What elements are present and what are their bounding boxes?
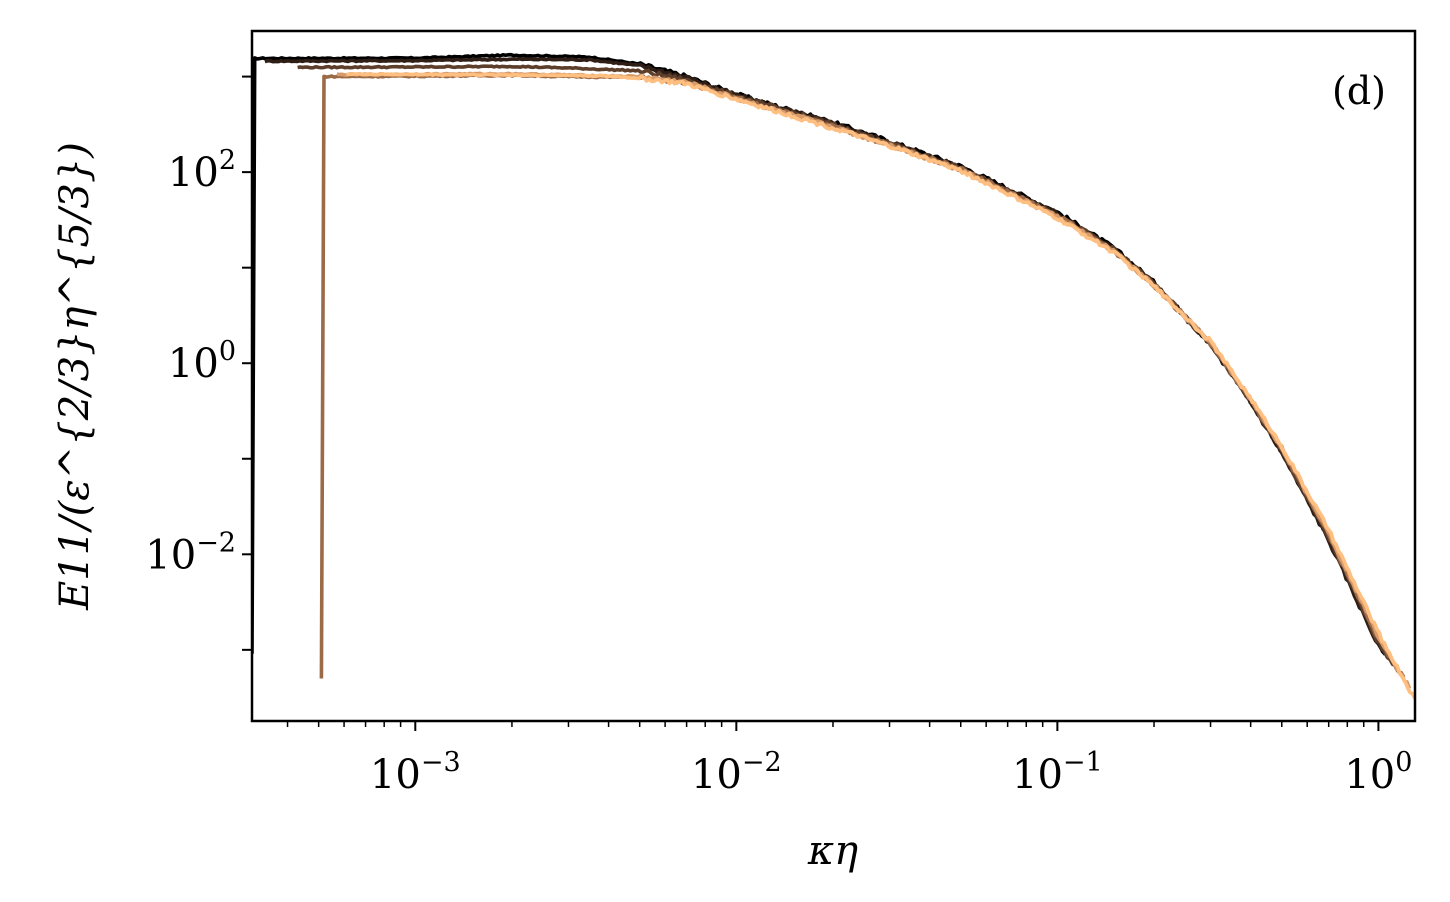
series-line-4 xyxy=(319,73,1406,679)
y-axis: 102 100 10−2 xyxy=(145,75,252,651)
y-tick-label: 10−2 xyxy=(145,527,236,578)
y-axis-label: E11/(ε^{2/3}η^{5/3}) xyxy=(52,142,98,611)
panel-label: (d) xyxy=(1332,69,1386,113)
series-line-5 xyxy=(336,71,1412,690)
plot-frame xyxy=(250,29,1417,723)
y-tick-label: 100 xyxy=(168,336,236,387)
x-tick-label: 100 xyxy=(1344,747,1412,798)
x-tick-label: 10−1 xyxy=(1012,747,1103,798)
x-tick-label: 10−3 xyxy=(370,747,461,798)
series-layer xyxy=(252,52,1415,700)
x-axis-label: κη xyxy=(807,828,858,874)
series-line-6 xyxy=(346,71,1415,700)
x-axis: 10−3 10−2 10−1 100 xyxy=(286,721,1412,798)
x-tick-label: 10−2 xyxy=(691,747,782,798)
y-tick-label: 102 xyxy=(168,145,236,196)
